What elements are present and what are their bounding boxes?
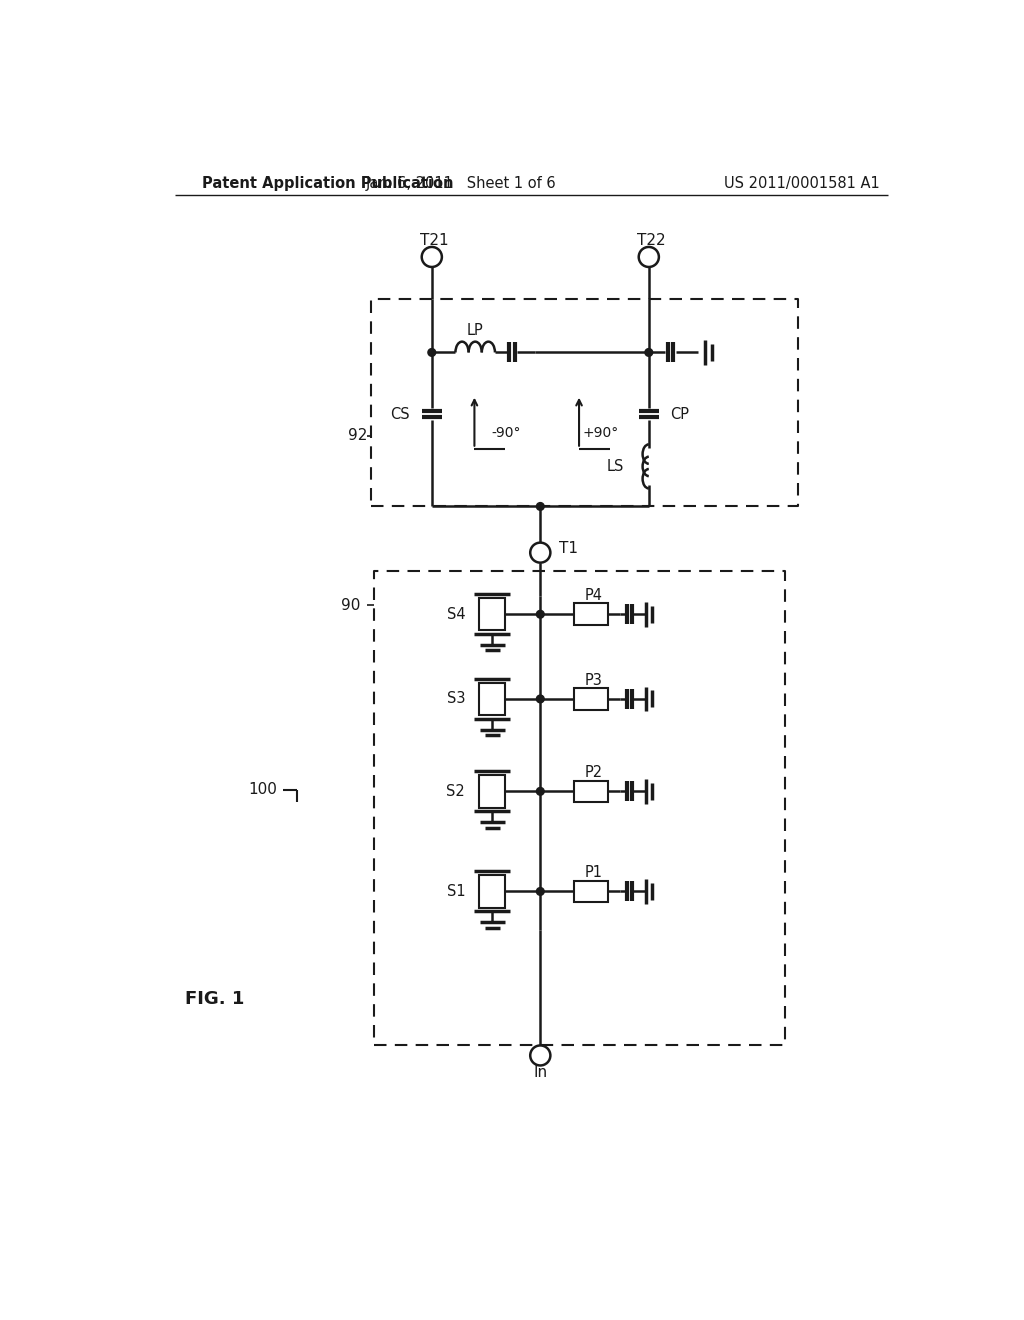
Circle shape <box>530 543 550 562</box>
Circle shape <box>537 696 544 702</box>
Text: S1: S1 <box>446 884 465 899</box>
Text: T22: T22 <box>637 234 666 248</box>
Text: P4: P4 <box>585 589 603 603</box>
Text: T1: T1 <box>559 541 578 556</box>
Text: P2: P2 <box>585 766 603 780</box>
Circle shape <box>537 610 544 618</box>
Bar <box>573 880 607 903</box>
Text: US 2011/0001581 A1: US 2011/0001581 A1 <box>724 176 880 190</box>
Bar <box>479 775 506 808</box>
Text: CP: CP <box>671 407 689 421</box>
Text: CS: CS <box>390 407 410 421</box>
Text: FIG. 1: FIG. 1 <box>185 990 245 1008</box>
Text: S3: S3 <box>446 692 465 706</box>
Bar <box>479 598 506 631</box>
Text: P1: P1 <box>585 866 603 880</box>
Text: 90: 90 <box>341 598 360 612</box>
Circle shape <box>639 247 658 267</box>
Text: P3: P3 <box>585 673 603 688</box>
Bar <box>479 875 506 908</box>
Text: In: In <box>534 1065 548 1080</box>
Bar <box>573 780 607 803</box>
Circle shape <box>537 503 544 511</box>
Circle shape <box>645 348 652 356</box>
Bar <box>573 688 607 710</box>
Bar <box>573 603 607 626</box>
Circle shape <box>537 887 544 895</box>
Text: 92: 92 <box>348 428 367 444</box>
Circle shape <box>530 1045 550 1065</box>
Text: T21: T21 <box>420 234 449 248</box>
Circle shape <box>422 247 442 267</box>
Text: 100: 100 <box>248 783 276 797</box>
Text: S4: S4 <box>446 607 465 622</box>
Text: LS: LS <box>606 459 624 474</box>
Text: S2: S2 <box>446 784 465 799</box>
Text: +90°: +90° <box>583 426 620 441</box>
Bar <box>479 682 506 715</box>
Text: Patent Application Publication: Patent Application Publication <box>202 176 454 190</box>
Text: Jan. 6, 2011   Sheet 1 of 6: Jan. 6, 2011 Sheet 1 of 6 <box>366 176 557 190</box>
Text: -90°: -90° <box>492 426 521 441</box>
Circle shape <box>428 348 435 356</box>
Circle shape <box>537 788 544 795</box>
Text: LP: LP <box>467 323 483 338</box>
